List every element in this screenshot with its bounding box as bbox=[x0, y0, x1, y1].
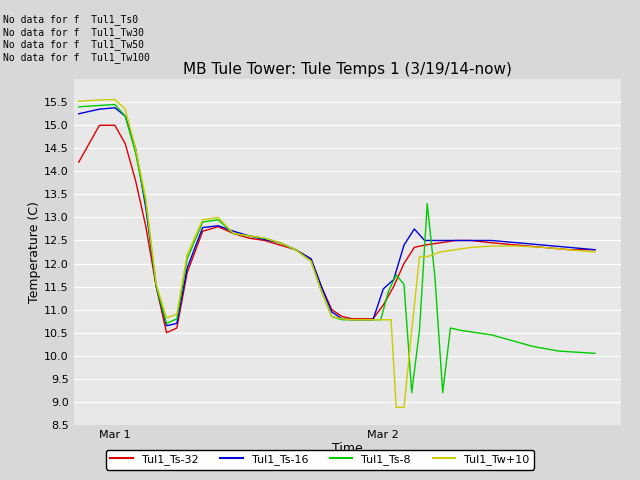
Legend: Tul1_Ts-32, Tul1_Ts-16, Tul1_Ts-8, Tul1_Tw+10: Tul1_Ts-32, Tul1_Ts-16, Tul1_Ts-8, Tul1_… bbox=[106, 450, 534, 469]
Text: No data for f  Tul1_Ts0
No data for f  Tul1_Tw30
No data for f  Tul1_Tw50
No dat: No data for f Tul1_Ts0 No data for f Tul… bbox=[3, 14, 150, 63]
Y-axis label: Temperature (C): Temperature (C) bbox=[28, 201, 41, 303]
Title: MB Tule Tower: Tule Temps 1 (3/19/14-now): MB Tule Tower: Tule Temps 1 (3/19/14-now… bbox=[183, 61, 511, 77]
X-axis label: Time: Time bbox=[332, 443, 363, 456]
